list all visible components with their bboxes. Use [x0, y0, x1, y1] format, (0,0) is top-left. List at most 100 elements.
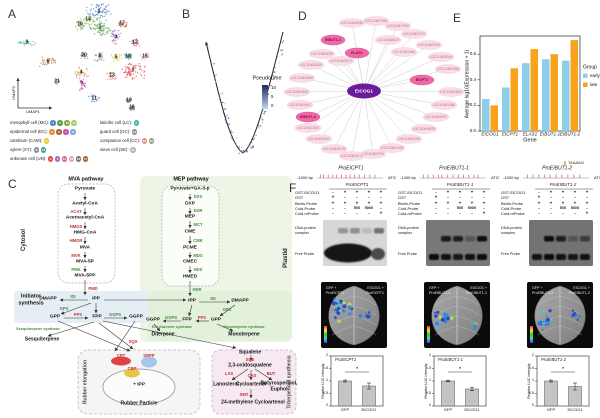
umap-y-label: UMAP2	[11, 86, 16, 100]
umap-dot	[111, 55, 113, 58]
umap-dot	[83, 55, 85, 57]
pathway-node: MVA-5P	[76, 259, 94, 265]
umap-dot	[75, 74, 78, 77]
umap-dot	[95, 96, 97, 98]
pathway-node: SRPP	[143, 352, 155, 358]
pathway-arrow	[219, 304, 236, 317]
pseudotime-dot	[214, 75, 216, 77]
pathway-node: Acetyl-CoA	[72, 201, 98, 207]
umap-dot	[41, 56, 44, 58]
umap-dot	[82, 71, 84, 73]
umap-dot	[116, 58, 119, 60]
umap-dot	[81, 54, 83, 57]
umap-dot	[126, 74, 128, 76]
umap-dot	[110, 35, 113, 37]
cluster-number: 20	[81, 52, 87, 59]
expression-bar	[510, 68, 518, 131]
umap-dot	[113, 39, 115, 42]
legend-cluster-dot: 12	[61, 156, 68, 162]
umap-dot	[76, 76, 78, 78]
pseudotime-dot	[261, 121, 264, 124]
pseudotime-dot	[274, 66, 276, 69]
umap-dot	[90, 95, 92, 97]
pathway-node: Rubber Particle	[120, 400, 158, 407]
umap-dot	[130, 105, 132, 108]
pseudotime-dot	[260, 113, 263, 115]
luc-title: ProEICPT1	[335, 356, 357, 362]
triterpenoid-box	[211, 349, 297, 415]
pathway-node: Acetoacetyl-CoA	[65, 215, 105, 221]
network-edge	[363, 56, 442, 92]
umap-dot	[102, 16, 104, 18]
umap-dot	[47, 60, 49, 62]
umap-dot	[124, 76, 127, 79]
umap-dot	[91, 13, 94, 15]
pathway-node: HDR	[192, 286, 202, 292]
umap-dot	[46, 63, 48, 66]
pseudotime-dot	[221, 108, 223, 111]
pseudotime-dot	[260, 117, 262, 119]
pathway-node: Diterpene	[151, 331, 175, 338]
umap-dot	[80, 54, 82, 56]
umap-dot	[84, 82, 87, 84]
umap-dot	[84, 22, 86, 24]
pseudotime-dot	[267, 93, 270, 95]
umap-dot	[96, 27, 99, 29]
umap-dot	[17, 42, 19, 44]
legend-entry-label: mesophyll cell (MC):	[10, 120, 49, 126]
umap-dot	[126, 66, 129, 68]
umap-dot	[108, 30, 110, 32]
umap-dot	[80, 86, 83, 89]
network-node-label: EICPT1	[416, 78, 429, 82]
umap-dot	[118, 22, 121, 24]
expression-bar	[490, 105, 498, 131]
emsa-row-label: Cold-mProbe	[501, 211, 525, 217]
luc-title: ProEIBUT1-1	[438, 356, 463, 362]
umap-dot	[136, 71, 139, 74]
luc-y-tick-label: 1	[532, 378, 534, 383]
network-node-label: LOC110620684	[437, 67, 459, 71]
dna-protein-band	[338, 228, 348, 234]
luc-x-label: EICOG1	[464, 407, 480, 412]
luc-x-label: GFP	[340, 407, 350, 412]
umap-dot	[116, 36, 119, 38]
gel-complex-label: complex	[398, 231, 413, 236]
umap-dot	[103, 8, 106, 11]
expression-bar	[530, 49, 538, 131]
umap-dot	[115, 35, 117, 37]
umap-dot	[100, 28, 102, 31]
umap-dot	[31, 44, 33, 46]
umap-dot	[94, 23, 96, 25]
umap-dot	[144, 58, 146, 61]
umap-dot	[80, 70, 82, 72]
cluster-number: 19	[126, 97, 132, 104]
umap-dot	[56, 82, 58, 84]
legend-cluster-dot: 13	[141, 138, 148, 144]
luminescence-spot	[334, 316, 337, 320]
cluster-number: 21	[54, 78, 60, 85]
umap-dot	[130, 55, 132, 57]
network-node-label: LOC110622064	[393, 50, 415, 54]
umap-dot	[113, 78, 116, 81]
umap-dot	[102, 10, 104, 12]
pseudotime-dot	[214, 81, 217, 83]
celltype-legend-row: epidermal cell (EC): 4 6 7 11	[10, 129, 76, 135]
umap-dot	[99, 56, 101, 58]
umap-dot	[85, 23, 87, 25]
legend-cluster-dot: 18	[40, 147, 47, 153]
significance-star: *	[561, 367, 565, 373]
umap-dot	[99, 11, 101, 13]
pathway-node: Squalene	[238, 349, 262, 356]
umap-dot	[102, 11, 104, 13]
legend-title: Group	[583, 64, 597, 71]
umap-dot	[114, 40, 117, 42]
umap-dot	[80, 57, 82, 59]
umap-dot	[112, 77, 114, 80]
umap-dot	[97, 10, 100, 12]
network-edge	[318, 90, 365, 140]
dna-protein-band	[374, 228, 384, 234]
umap-dot	[20, 42, 22, 44]
promoter-bp-label: -1000 bp	[297, 175, 313, 180]
umap-dot	[106, 78, 109, 81]
